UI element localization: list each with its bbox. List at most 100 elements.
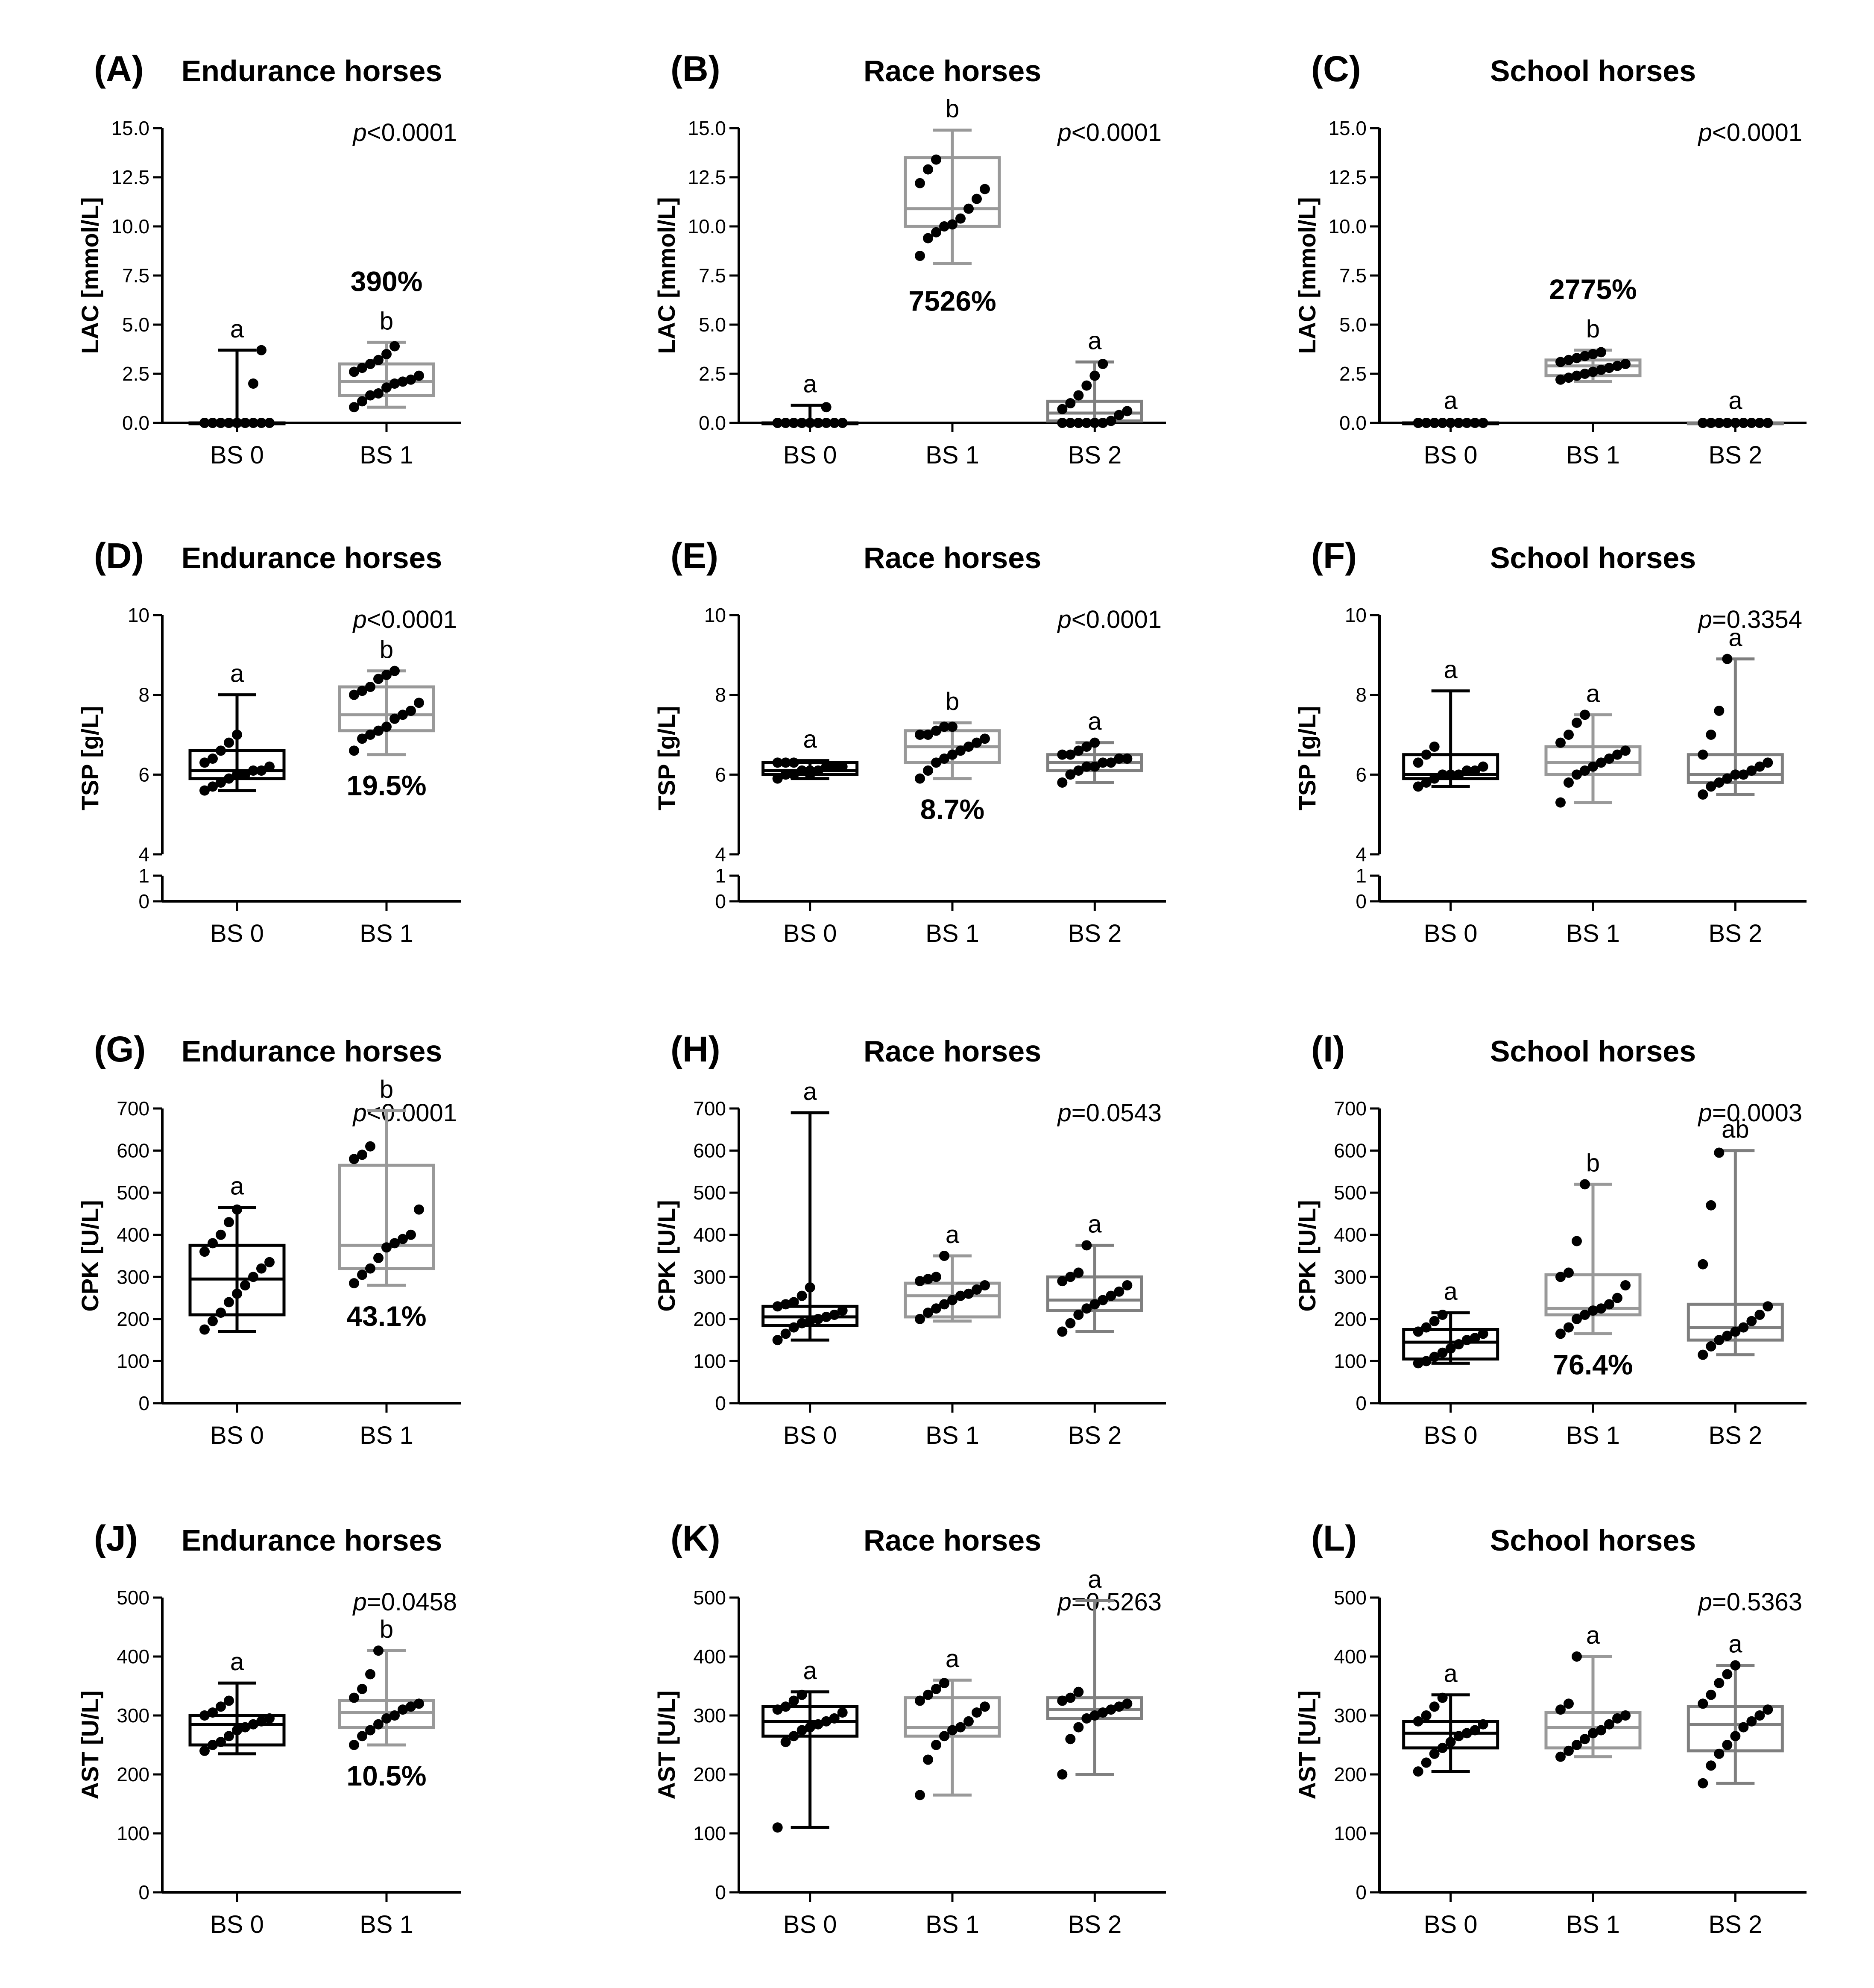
significance-letter: a [1444, 1660, 1458, 1688]
box-bs0: a [188, 1173, 286, 1335]
data-point [805, 418, 815, 428]
data-point [1596, 364, 1606, 375]
y-tick-label: 0 [715, 1881, 726, 1903]
data-point [1714, 1335, 1725, 1346]
data-point [980, 733, 990, 744]
data-point [256, 1716, 266, 1727]
data-point [389, 1238, 400, 1249]
data-point [772, 1822, 783, 1833]
data-point [796, 765, 807, 776]
data-point [963, 1288, 974, 1299]
data-point [240, 1280, 250, 1290]
box-iqr [188, 1714, 286, 1747]
data-point [1073, 1722, 1084, 1733]
data-point [232, 1288, 242, 1299]
data-point [813, 1314, 823, 1324]
data-point [1445, 769, 1456, 780]
significance-letter: a [803, 1657, 817, 1685]
panel-title: Endurance horses [182, 1524, 442, 1557]
y-tick-label: 2.5 [1339, 363, 1367, 385]
data-point [1738, 1322, 1749, 1333]
data-point [398, 376, 408, 387]
data-point [414, 698, 424, 708]
data-point [1588, 761, 1598, 772]
y-axis-label: LAC [mmol/L] [76, 197, 103, 354]
panel-title: School horses [1490, 1035, 1696, 1068]
data-point [837, 1305, 848, 1316]
y-tick-label: 300 [117, 1266, 149, 1288]
data-point [780, 1737, 791, 1748]
panel-label: (G) [94, 1029, 146, 1069]
data-point [414, 370, 424, 381]
y-tick-label: 1 [1356, 865, 1367, 887]
data-point [1057, 418, 1068, 428]
data-point [1057, 404, 1068, 414]
data-point [389, 378, 400, 389]
data-point [972, 1707, 982, 1718]
y-axis-label: TSP [g/L] [76, 706, 103, 811]
data-point [365, 359, 375, 369]
data-point [381, 670, 392, 680]
p-value: p=0.0458 [352, 1588, 457, 1616]
y-tick-label: 100 [693, 1822, 726, 1844]
y-tick-label: 0.0 [1339, 412, 1367, 434]
data-point [955, 1722, 966, 1733]
data-point [1754, 1710, 1765, 1721]
data-point [357, 686, 367, 696]
data-point [1572, 769, 1582, 780]
box-bs0: a [761, 1657, 859, 1833]
data-point [1057, 1276, 1068, 1287]
data-point [1580, 369, 1590, 379]
data-point [1453, 769, 1464, 780]
y-tick-label: 6 [138, 763, 149, 786]
data-point [216, 418, 226, 428]
panel-G: (G) Endurance horses p<0.0001 0 100 200 300 400… [76, 1029, 461, 1449]
data-point [1437, 1742, 1448, 1753]
y-tick-label: 200 [1334, 1308, 1367, 1330]
y-axis-label: CPK [U/L] [1294, 1200, 1321, 1311]
data-point [357, 396, 367, 407]
data-point [1763, 1704, 1773, 1715]
panel-label: (J) [94, 1518, 138, 1558]
data-point [381, 721, 392, 732]
significance-letter: b [1586, 315, 1600, 343]
significance-letter: a [1444, 656, 1458, 683]
box-bs2: a [1046, 1210, 1143, 1337]
y-tick-label: 400 [693, 1645, 726, 1668]
data-point [1065, 418, 1076, 428]
data-point [349, 402, 359, 413]
data-point [240, 769, 250, 780]
data-point [1461, 1335, 1472, 1346]
panel-F: (F) School horses p=0.3354 4 6 8 10 0 1 TSP [g/L]… [1294, 536, 1807, 947]
box-bs0: a [1402, 656, 1499, 792]
data-point [821, 1716, 832, 1727]
y-tick-label: 4 [715, 843, 726, 865]
data-point [1089, 1299, 1100, 1310]
data-point [1098, 1295, 1108, 1305]
data-point [1089, 761, 1100, 772]
data-point [1429, 1748, 1440, 1759]
data-point [1612, 749, 1622, 760]
data-point [1057, 1769, 1068, 1780]
data-point [1445, 1343, 1456, 1354]
y-tick-label: 0 [1356, 890, 1367, 912]
data-point [813, 418, 823, 428]
x-tick-label: BS 1 [360, 441, 413, 469]
data-point [1478, 1719, 1488, 1730]
x-tick-label: BS 0 [783, 441, 837, 469]
data-point [1421, 418, 1432, 428]
data-point [232, 418, 242, 428]
box-iqr [1402, 1328, 1499, 1361]
significance-letter: a [1088, 327, 1102, 355]
significance-letter: a [230, 1173, 244, 1200]
data-point [199, 757, 210, 768]
data-point [772, 418, 783, 428]
x-tick-label: BS 0 [1424, 1422, 1478, 1449]
panel-label: (H) [671, 1029, 720, 1069]
data-point [780, 1299, 791, 1310]
data-point [1057, 777, 1068, 788]
data-point [199, 1710, 210, 1721]
box-iqr [338, 1164, 435, 1270]
data-point [1429, 1352, 1440, 1362]
box-bs1: a [904, 1221, 1001, 1324]
